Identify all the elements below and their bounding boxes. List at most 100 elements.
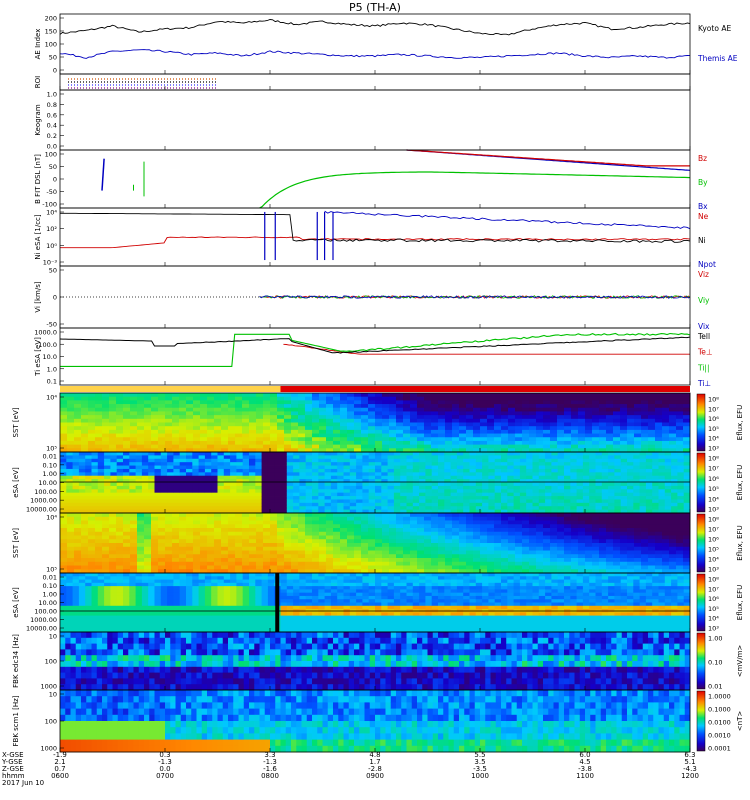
spectrogram-cell <box>508 569 516 574</box>
spectrogram-cell <box>267 465 275 470</box>
spectrogram-cell <box>78 509 86 514</box>
spectrogram-cell <box>102 513 110 518</box>
spectrogram-cell <box>319 426 327 431</box>
spectrogram-cell <box>137 418 145 423</box>
spectrogram-cell <box>235 418 243 423</box>
spectrogram-cell <box>312 462 319 466</box>
spectrogram-cell <box>116 595 124 600</box>
spectrogram-cell <box>66 455 73 460</box>
spectrogram-cell <box>319 516 327 521</box>
spectrogram-cell <box>473 415 481 420</box>
spectrogram-cell <box>242 422 250 427</box>
spectrogram-cell <box>438 444 446 449</box>
spectrogram-cell <box>221 550 229 555</box>
spectrogram-cell <box>513 496 521 500</box>
spectrogram-cell <box>633 506 640 511</box>
spectrogram-cell <box>557 492 565 497</box>
spectrogram-cell <box>330 468 338 473</box>
spectrogram-cell <box>95 429 103 434</box>
spectrogram-cell <box>228 539 236 544</box>
spectrogram-cell <box>375 539 383 544</box>
spectrogram-cell <box>116 509 124 514</box>
spectrogram-cell <box>102 422 110 427</box>
spectrogram-cell <box>406 489 414 494</box>
spectrogram-cell <box>242 475 250 480</box>
spectrogram-cell <box>620 554 628 559</box>
spectrogram-cell <box>95 396 103 401</box>
spectrogram-cell <box>110 475 118 480</box>
spectrogram-cell <box>438 440 446 446</box>
spectrogram-cell <box>148 599 155 603</box>
spectrogram-cell <box>144 565 152 570</box>
spectrogram-cell <box>274 502 281 507</box>
spectrogram-cell <box>312 407 320 412</box>
spectrogram-cell <box>172 516 180 521</box>
spectrogram-cell <box>151 433 159 438</box>
spectrogram-cell <box>488 458 496 463</box>
spectrogram-cell <box>221 539 229 544</box>
spectrogram-cell <box>585 415 593 420</box>
spectrogram-cell <box>340 565 348 570</box>
spectrogram-cell <box>473 444 481 449</box>
spectrogram-cell <box>81 426 89 431</box>
spectrogram-cell <box>235 440 243 446</box>
spectrogram-cell <box>641 433 649 438</box>
spectrogram-cell <box>595 492 603 497</box>
spectrogram-cell <box>513 489 521 494</box>
spectrogram-cell <box>165 429 173 434</box>
spectrogram-cell <box>550 520 558 525</box>
spectrogram-cell <box>221 520 229 525</box>
spectrogram-cell <box>515 404 523 409</box>
spectrogram-cell <box>438 546 446 551</box>
spectrogram-cell <box>144 407 152 412</box>
spectrogram-cell <box>501 506 508 511</box>
spectrogram-cell <box>641 444 649 449</box>
spectrogram-cell <box>198 496 206 500</box>
spectrogram-cell <box>223 452 231 456</box>
spectrogram-cell <box>501 485 508 490</box>
spectrogram-cell <box>475 452 483 456</box>
spectrogram-cell <box>186 479 193 483</box>
spectrogram-cell <box>95 513 103 518</box>
spectrogram-cell <box>683 524 691 529</box>
spectrogram-cell <box>267 455 275 460</box>
spectrogram-cell <box>135 506 143 511</box>
spectrogram-cell <box>305 418 313 423</box>
spectrogram-cell <box>102 516 110 521</box>
spectrogram-cell <box>129 586 136 590</box>
spectrogram-cell <box>333 418 341 423</box>
spectrogram-cell <box>88 407 96 412</box>
spectrogram-cell <box>104 496 111 500</box>
spectrogram-cell <box>135 605 143 610</box>
spectrogram-cell <box>277 426 285 431</box>
spectrogram-cell <box>165 520 173 525</box>
spectrogram-cell <box>570 489 577 494</box>
spectrogram-cell <box>326 565 334 570</box>
spectrogram-cell <box>179 393 187 398</box>
spectrogram-cell <box>249 465 256 470</box>
spectrogram-cell <box>473 539 481 544</box>
spectrogram-cell <box>173 492 181 497</box>
spectrogram-cell <box>277 554 285 559</box>
spectrogram-cell <box>473 528 481 533</box>
spectrogram-cell <box>536 404 544 409</box>
spectrogram-cell <box>662 565 670 570</box>
spectrogram-cell <box>102 524 110 529</box>
spectrogram-cell <box>396 433 404 438</box>
spectrogram-cell <box>66 582 73 587</box>
spectrogram-cell <box>507 458 514 463</box>
spectrogram-cell <box>494 429 502 434</box>
spectrogram-cell <box>456 452 464 456</box>
spectrogram-cell <box>298 404 306 409</box>
spectrogram-cell <box>425 468 433 473</box>
spectrogram-cell <box>627 569 635 574</box>
spectrogram-cell <box>538 458 546 463</box>
spectrogram-cell <box>487 429 495 434</box>
spectrogram-cell <box>578 535 586 540</box>
spectrogram-cell <box>501 411 509 416</box>
spectrogram-cell <box>230 482 237 487</box>
spectrogram-cell <box>683 535 691 540</box>
spectrogram-cell <box>158 528 166 533</box>
spectrogram-cell <box>102 404 110 409</box>
spectrogram-cell <box>130 531 138 536</box>
